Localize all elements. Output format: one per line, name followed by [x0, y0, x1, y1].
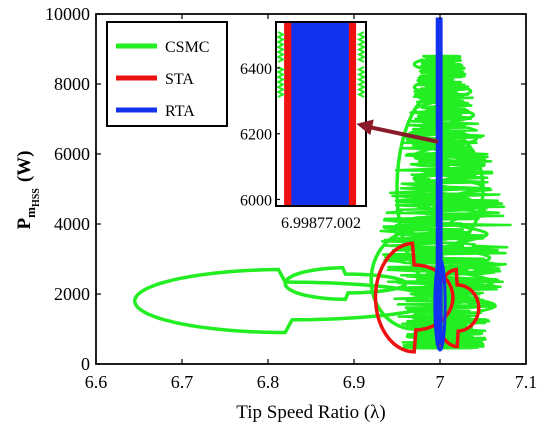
y-axis-title-main: P — [14, 218, 35, 230]
series-rta-loop — [433, 257, 447, 352]
legend-label-sta: STA — [165, 71, 194, 88]
y-axis-title-subsub: HSS — [31, 188, 42, 207]
y-tick-label: 2000 — [54, 284, 90, 304]
y-axis-title-unit: (W) — [14, 150, 35, 182]
y-tick-label: 8000 — [54, 74, 90, 94]
inset-y-ticks: 6000 6200 6400 — [240, 61, 280, 209]
series-csmc-loop — [132, 267, 438, 335]
y-tick-label: 6000 — [54, 144, 90, 164]
x-tick-label: 7.1 — [515, 372, 538, 392]
legend-label-csmc: CSMC — [165, 39, 209, 56]
y-tick-label: 0 — [81, 354, 90, 374]
x-axis-title: Tip Speed Ratio (λ) — [236, 402, 385, 423]
y-axis-title-sub: m — [23, 207, 38, 218]
inset-zoom: 6000 6200 6400 6.99877.002 — [240, 21, 367, 232]
inset-csmc-fragment — [356, 66, 367, 98]
inset-y-tick-label: 6400 — [240, 61, 272, 78]
y-axis-ticks: 0 2000 4000 6000 8000 10000 — [45, 4, 526, 374]
x-tick-label: 6.6 — [85, 372, 108, 392]
y-axis-title: PmHSS (W) — [14, 150, 42, 229]
inset-csmc-fragment — [275, 31, 286, 63]
inset-y-tick-label: 6000 — [240, 192, 272, 209]
inset-rta-band — [291, 22, 349, 206]
y-tick-label: 4000 — [54, 214, 90, 234]
legend-label-rta: RTA — [165, 103, 195, 120]
zoom-arrow — [356, 119, 439, 144]
series-rta-band — [435, 17, 443, 345]
x-tick-label: 6.8 — [257, 372, 280, 392]
inset-x-tick-label: 6.99877.002 — [281, 215, 361, 232]
inset-y-tick-label: 6200 — [240, 127, 272, 144]
data-layer — [132, 17, 512, 354]
x-axis-ticks: 6.6 6.7 6.8 6.9 7 7.1 — [85, 14, 538, 392]
x-tick-label: 7 — [436, 372, 445, 392]
inset-frame — [275, 21, 367, 207]
x-tick-label: 6.9 — [343, 372, 366, 392]
x-tick-label: 6.7 — [171, 372, 194, 392]
inset-csmc-fragment — [275, 66, 286, 98]
series-sta-loop — [373, 241, 455, 354]
arrow-shaft — [367, 124, 439, 144]
y-tick-label: 10000 — [45, 4, 90, 24]
series-csmc-coil — [436, 82, 497, 313]
arrow-head — [356, 119, 374, 136]
plot-border — [95, 13, 527, 365]
inset-data — [275, 22, 367, 206]
legend: CSMC STA RTA — [106, 21, 228, 127]
svg-text:PmHSS(W): PmHSS (W) — [14, 150, 42, 229]
inset-csmc-fragment — [356, 31, 367, 63]
